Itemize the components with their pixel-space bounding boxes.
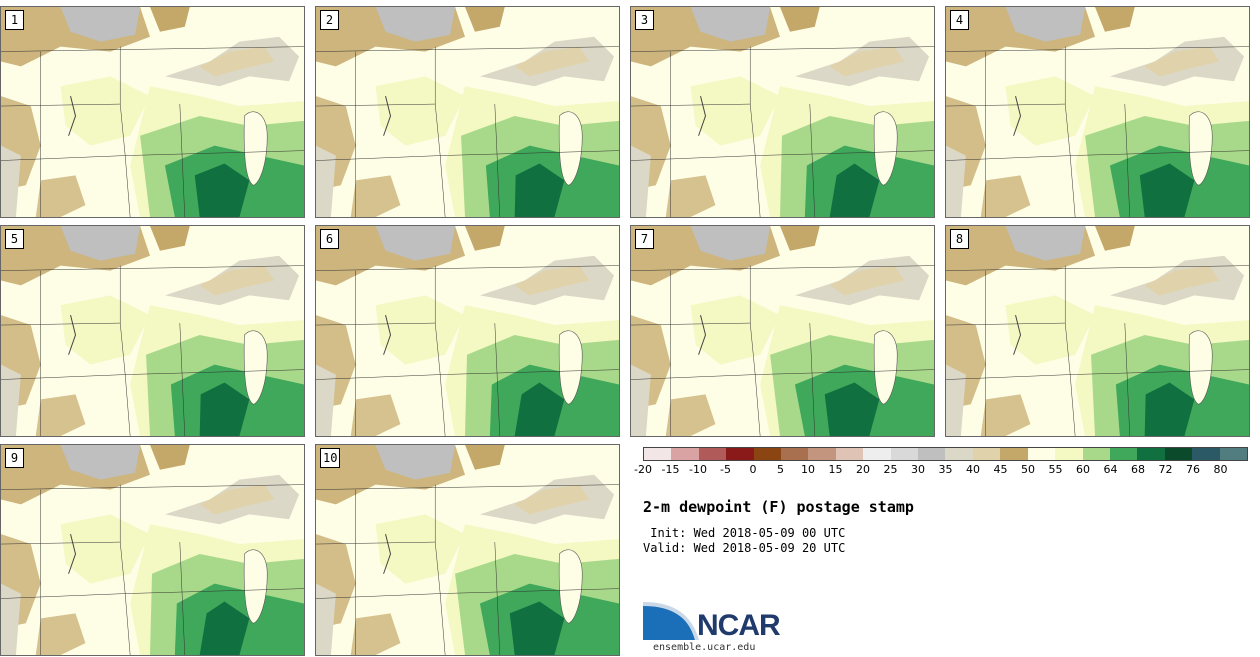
postage-stamp-panel: 4 [945, 6, 1250, 218]
colorbar-tick-label: -20 [634, 463, 652, 476]
colorbar-tick-label: 15 [828, 463, 843, 476]
postage-stamp-panel: 2 [315, 6, 620, 218]
colorbar-segment [1055, 448, 1083, 460]
colorbar-segment [1027, 448, 1056, 460]
colorbar-tick-label: -5 [720, 463, 731, 476]
colorbar-tick-label: -10 [689, 463, 707, 476]
panel-label: 9 [5, 448, 24, 468]
panel-label: 6 [320, 229, 339, 249]
colorbar-segment [781, 448, 809, 460]
postage-stamp-panel: 9 [0, 444, 305, 656]
init-time: Init: Wed 2018-05-09 00 UTC [643, 526, 846, 540]
postage-stamp-panel: 1 [0, 6, 305, 218]
colorbar-tick-label: 40 [966, 463, 980, 476]
colorbar-segment [1137, 448, 1165, 460]
colorbar-tick-label: 10 [801, 463, 815, 476]
colorbar-segment [753, 448, 782, 460]
plot-title: 2-m dewpoint (F) postage stamp [643, 498, 914, 516]
colorbar-segment [890, 448, 919, 460]
colorbar-segment [1000, 448, 1028, 460]
panel-label: 10 [320, 448, 341, 468]
colorbar-tick-label: 45 [993, 463, 1008, 476]
colorbar-segment [698, 448, 727, 460]
colorbar-tick-label: 60 [1076, 463, 1090, 476]
colorbar-tick-label: 50 [1021, 463, 1035, 476]
panel-label: 1 [5, 10, 24, 30]
colorbar-tick-label: 76 [1186, 463, 1200, 476]
colorbar-segment [972, 448, 1001, 460]
colorbar-ticks: -20 -15 -10 -5 0 5 10 15 20 25 30 35 40 45 50 55 60 64 68 7… [634, 463, 1248, 479]
panel-label: 5 [5, 229, 24, 249]
colorbar-segment [1164, 448, 1193, 460]
panel-label: 2 [320, 10, 339, 30]
postage-stamp-panel: 7 [630, 225, 935, 437]
colorbar-tick-label: 25 [883, 463, 898, 476]
colorbar-segment [644, 448, 672, 460]
panel-label: 7 [635, 229, 654, 249]
colorbar-segment [835, 448, 864, 460]
postage-stamp-panel: 3 [630, 6, 935, 218]
colorbar-tick-label: 68 [1131, 463, 1145, 476]
ncar-logo-icon [643, 602, 699, 640]
colorbar-tick-label: 35 [938, 463, 953, 476]
colorbar-tick-label: 20 [856, 463, 870, 476]
postage-stamp-panel: 6 [315, 225, 620, 437]
colorbar-tick-label: -15 [661, 463, 680, 476]
colorbar-tick-label: 80 [1213, 463, 1228, 476]
panel-label: 3 [635, 10, 654, 30]
colorbar-tick-label: 0 [749, 463, 757, 476]
colorbar-tick-label: 55 [1048, 463, 1063, 476]
colorbar-segment [1219, 448, 1247, 460]
source-url: ensemble.ucar.edu [653, 642, 756, 653]
colorbar-segment [1109, 448, 1138, 460]
colorbar-tick-label: 72 [1158, 463, 1173, 476]
postage-stamp-panel: 5 [0, 225, 305, 437]
colorbar-tick-label: 64 [1103, 463, 1118, 476]
colorbar-tick-label: 30 [911, 463, 925, 476]
panel-label: 4 [950, 10, 969, 30]
postage-stamp-panel: 8 [945, 225, 1250, 437]
colorbar-segment [1082, 448, 1110, 460]
postage-stamp-panel: 10 [315, 444, 620, 656]
colorbar-segment [945, 448, 973, 460]
ncar-logo-text: NCAR [697, 609, 781, 642]
colorbar-segment [863, 448, 891, 460]
colorbar-segment [918, 448, 946, 460]
colorbar-segment [1192, 448, 1220, 460]
colorbar-tick-label: 5 [777, 463, 784, 476]
colorbar-segment [808, 448, 836, 460]
valid-time: Valid: Wed 2018-05-09 20 UTC [643, 541, 846, 555]
colorbar [643, 447, 1248, 461]
panel-label: 8 [950, 229, 969, 249]
colorbar-segment [726, 448, 754, 460]
colorbar-segment [671, 448, 699, 460]
